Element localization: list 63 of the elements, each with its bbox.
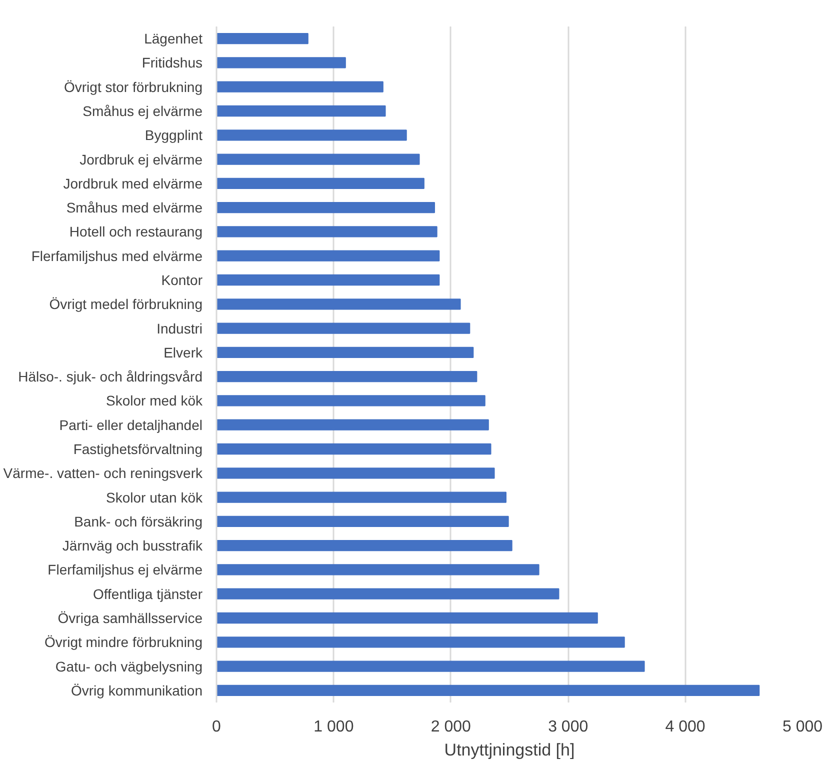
y-tick-label: Flerfamiljshus med elvärme [31, 248, 203, 264]
bar [216, 468, 495, 479]
y-tick-label: Flerfamiljshus ej elvärme [48, 562, 203, 578]
bar [216, 178, 424, 189]
y-tick-label: Skolor utan kök [106, 489, 204, 506]
bar [216, 684, 760, 696]
x-tick-label: 5 000 [782, 718, 823, 736]
y-tick-label: Jordbruk ej elvärme [80, 151, 203, 168]
x-tick-label: 3 000 [548, 718, 588, 736]
y-tick-label: Lägenhet [144, 30, 203, 47]
y-tick-label: Övrigt medel förbrukning [49, 296, 203, 312]
bar [216, 322, 470, 334]
bar [216, 540, 512, 552]
y-tick-label: Industri [156, 320, 203, 336]
bar [216, 516, 509, 527]
bar [216, 346, 474, 358]
bar [216, 612, 598, 624]
bar [216, 395, 486, 406]
y-tick-label: Gatu- och vägbelysning [55, 658, 203, 674]
y-tick-label: Övrigt mindre förbrukning [44, 634, 202, 650]
bar [216, 443, 492, 455]
x-tick-label: 0 [212, 718, 222, 736]
y-tick-label: Övrigt stor förbrukning [64, 78, 203, 95]
bar [216, 371, 478, 382]
bar [216, 636, 625, 648]
y-tick-label: Kontor [161, 272, 203, 288]
bar [216, 419, 489, 430]
y-tick-label: Fastighetsförvaltning [73, 441, 203, 457]
y-tick-label: Byggplint [144, 127, 203, 144]
bar [216, 130, 407, 141]
bar [216, 57, 346, 68]
bar [216, 298, 461, 310]
bar [216, 492, 506, 503]
bar [216, 564, 540, 576]
x-tick-label: 2 000 [430, 718, 472, 736]
bar [216, 660, 645, 672]
x-tick-label: 4 000 [665, 718, 706, 736]
x-tick-label: 1 000 [314, 718, 354, 736]
bar [216, 588, 560, 600]
y-tick-label: Jordbruk med elvärme [63, 175, 203, 192]
y-tick-label: Järnväg och busstrafik [62, 538, 204, 554]
bar [216, 81, 384, 92]
y-tick-label: Hotell och restaurang [69, 224, 203, 240]
y-tick-label: Övrig kommunikation [71, 682, 203, 698]
y-tick-label: Hälso-. sjuk- och åldringsvård [18, 368, 202, 385]
y-tick-label: Bank- och försäkring [74, 513, 203, 530]
y-tick-label: Elverk [164, 344, 204, 360]
bar [216, 154, 420, 165]
y-tick-label: Värme-. vatten- och reningsverk [3, 465, 204, 482]
bar [216, 226, 438, 238]
bar [216, 250, 440, 262]
y-tick-label: Småhus ej elvärme [82, 103, 203, 119]
y-tick-label: Fritidshus [142, 54, 203, 71]
bar [216, 274, 440, 286]
bar [216, 202, 435, 214]
y-tick-label: Småhus med elvärme [66, 200, 203, 216]
bar [216, 105, 386, 117]
y-tick-label: Offentliga tjänster [93, 586, 203, 602]
bar [216, 33, 308, 44]
y-tick-label: Parti- eller detaljhandel [59, 416, 203, 433]
y-tick-label: Skolor med kök [106, 392, 204, 409]
y-tick-label: Övriga samhällsservice [58, 610, 203, 626]
x-axis-title: Utnyttjningstid [h] [444, 740, 575, 760]
